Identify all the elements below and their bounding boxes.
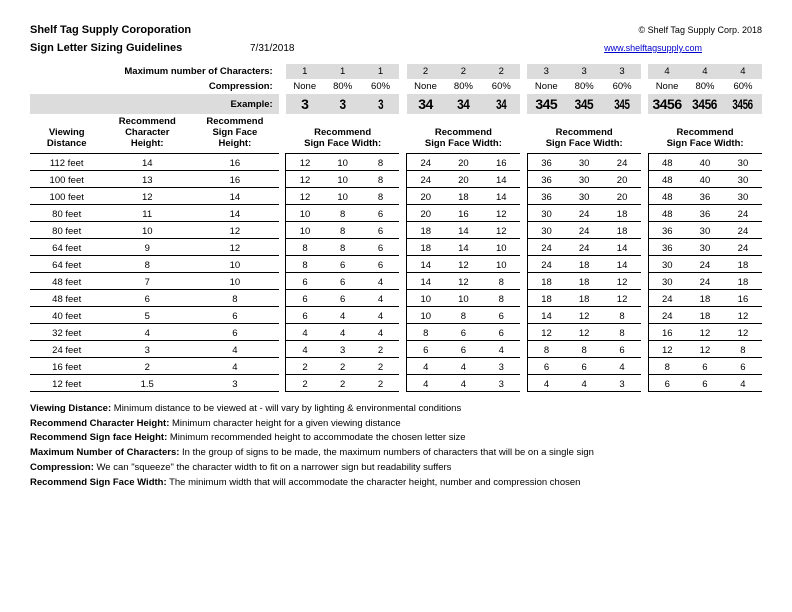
document-date: 7/31/2018 [250, 43, 370, 54]
sizing-table: Maximum number of Characters:11122233344… [30, 64, 762, 392]
website-link[interactable]: www.shelftagsupply.com [604, 43, 702, 53]
company-name: Shelf Tag Supply Coroporation [30, 24, 191, 36]
page-subtitle: Sign Letter Sizing Guidelines [30, 42, 250, 54]
copyright-text: © Shelf Tag Supply Corp. 2018 [638, 25, 762, 35]
footer-definitions: Viewing Distance: Minimum distance to be… [30, 402, 762, 490]
